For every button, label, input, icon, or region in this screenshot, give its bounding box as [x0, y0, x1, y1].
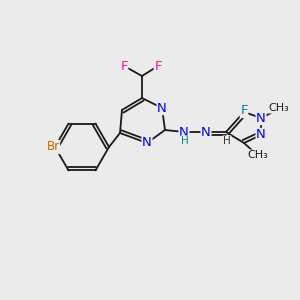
Text: F: F: [120, 59, 128, 73]
Text: N: N: [157, 101, 167, 115]
Text: N: N: [179, 125, 189, 139]
Text: F: F: [240, 104, 248, 118]
Text: F: F: [154, 59, 162, 73]
Text: CH₃: CH₃: [248, 150, 268, 160]
Text: N: N: [142, 136, 152, 149]
Text: H: H: [181, 136, 189, 146]
Text: N: N: [201, 125, 211, 139]
Text: N: N: [256, 128, 266, 142]
Text: CH₃: CH₃: [268, 103, 290, 113]
Text: H: H: [223, 136, 231, 146]
Text: N: N: [256, 112, 266, 124]
Text: Br: Br: [46, 140, 60, 154]
